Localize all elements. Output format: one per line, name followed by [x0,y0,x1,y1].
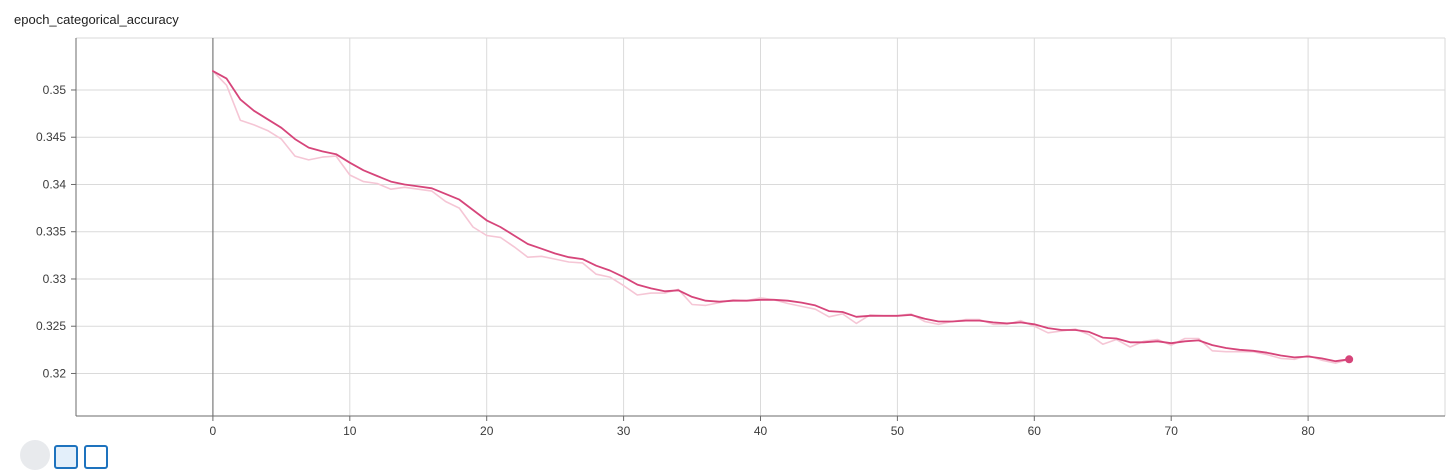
x-tick-label: 0 [210,424,217,438]
markers [1345,355,1354,364]
y-tick-label: 0.345 [36,130,66,144]
y-tick-label: 0.335 [36,225,66,239]
fullscreen-button[interactable] [20,440,50,470]
axes: 0.32 0.325 0.33 0.335 0.34 0.345 0.35 0 10 20 30 40… [36,38,1445,438]
y-tick-label: 0.34 [43,177,67,191]
y-tick-label: 0.33 [43,272,67,286]
x-tick-label: 10 [343,424,357,438]
line-chart: 0.32 0.325 0.33 0.335 0.34 0.345 0.35 0 10 20 30 40… [36,37,1446,438]
x-tick-label: 80 [1301,424,1315,438]
y-tick-label: 0.35 [43,83,67,97]
grid [76,37,1446,416]
x-tick-label: 60 [1028,424,1042,438]
y-tick-label: 0.325 [36,319,66,333]
smoothed-series-line [211,70,1351,363]
x-tick-label: 30 [617,424,631,438]
y-tick-label: 0.32 [43,366,67,380]
x-tick-label: 20 [480,424,494,438]
x-tick-label: 70 [1165,424,1179,438]
last-point-marker [1345,355,1354,364]
raw-series-line [212,70,1350,364]
series-layer [211,70,1351,364]
chart-toolbar [14,437,114,470]
x-tick-label: 40 [754,424,768,438]
x-tick-label: 50 [891,424,905,438]
chart-title: epoch_categorical_accuracy [14,12,179,27]
